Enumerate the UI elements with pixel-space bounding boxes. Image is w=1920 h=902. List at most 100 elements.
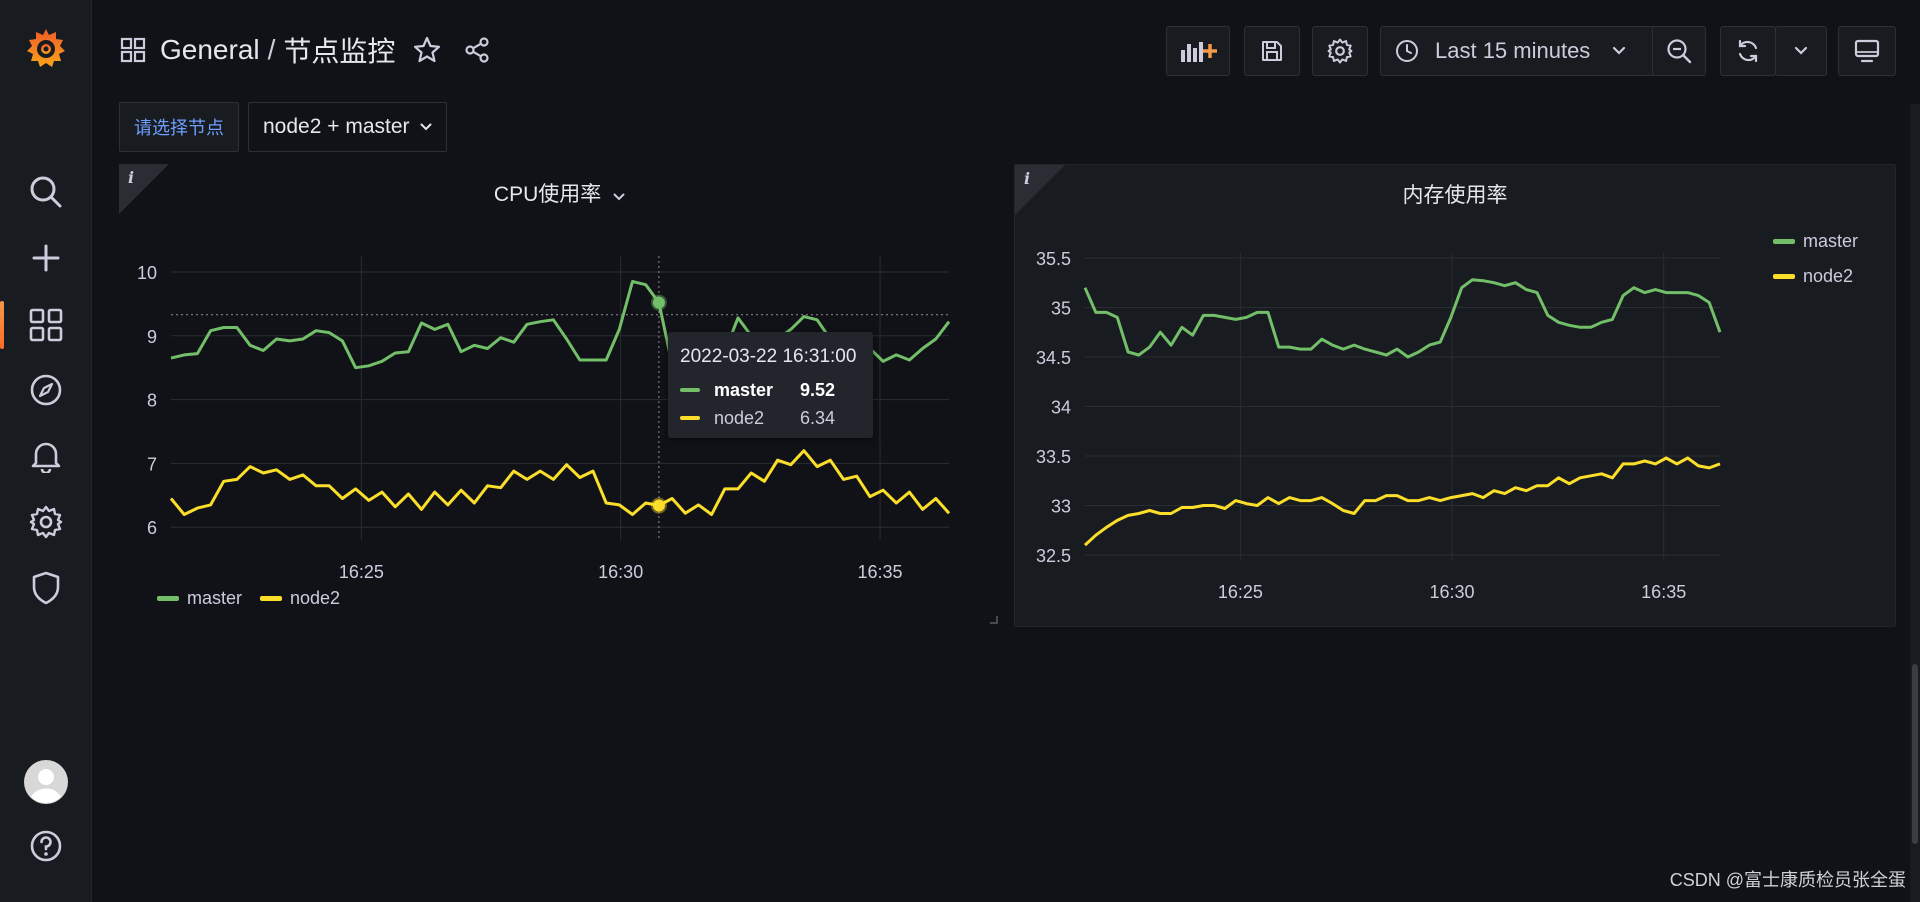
legend-label: master xyxy=(1803,231,1859,251)
panel-resize-handle[interactable] xyxy=(988,614,998,624)
sidebar xyxy=(0,0,92,902)
variable-label: 请选择节点 xyxy=(119,102,239,152)
tooltip-row: master 9.52 xyxy=(680,376,861,404)
grid-icon xyxy=(120,37,146,63)
add-panel-icon xyxy=(1181,42,1217,62)
grafana-logo-icon xyxy=(27,29,65,67)
sidebar-profile[interactable] xyxy=(0,754,92,810)
memory-legend: master node2 xyxy=(1773,231,1858,287)
sidebar-create[interactable] xyxy=(0,230,92,286)
x-tick-label: 16:30 xyxy=(1430,582,1475,602)
scrollbar-thumb[interactable] xyxy=(1912,664,1918,844)
tooltip-swatch xyxy=(680,388,700,392)
memory-panel-title[interactable]: 内存使用率 xyxy=(1015,179,1895,209)
legend-swatch xyxy=(260,596,283,601)
tooltip-series-name: node2 xyxy=(714,407,765,428)
memory-panel: i 内存使用率 32.5 33 33.5 34 34.5 35 35.5 16:25 16:30… xyxy=(1014,164,1896,627)
page-scrollbar[interactable] xyxy=(1910,104,1920,902)
cpu-legend: master node2 xyxy=(157,588,340,609)
legend-item-node2[interactable]: node2 xyxy=(1773,266,1858,287)
legend-item-master[interactable]: master xyxy=(1773,231,1858,252)
gear-icon xyxy=(29,505,63,539)
tooltip-swatch xyxy=(680,416,700,420)
explore-icon xyxy=(30,374,62,406)
x-tick-label: 16:25 xyxy=(339,562,384,582)
breadcrumb-separator: / xyxy=(267,34,276,65)
add-panel-button[interactable] xyxy=(1166,26,1230,76)
tooltip-time: 2022-03-22 16:31:00 xyxy=(680,346,857,367)
series-line-node2 xyxy=(169,449,951,516)
series-line-master xyxy=(1083,278,1722,359)
refresh-icon xyxy=(1738,39,1758,63)
grafana-logo[interactable] xyxy=(0,20,92,76)
zoom-out-button[interactable] xyxy=(1652,26,1706,76)
star-button[interactable] xyxy=(413,36,441,64)
settings-icon xyxy=(1327,38,1353,64)
sidebar-search[interactable] xyxy=(0,164,92,220)
y-tick-label: 32.5 xyxy=(1036,546,1071,566)
sidebar-explore[interactable] xyxy=(0,362,92,418)
legend-label: master xyxy=(187,588,243,608)
sidebar-server-admin[interactable] xyxy=(0,560,92,616)
memory-chart[interactable]: 32.5 33 33.5 34 34.5 35 35.5 16:25 16:30 16:35 xyxy=(1015,165,1897,628)
tv-mode-button[interactable] xyxy=(1838,26,1896,76)
tooltip-series-value: 6.34 xyxy=(800,407,836,428)
y-tick-label: 9 xyxy=(147,327,157,347)
sidebar-alerting[interactable] xyxy=(0,428,92,484)
legend-swatch xyxy=(1773,274,1795,279)
shield-icon xyxy=(32,571,60,605)
sidebar-configuration[interactable] xyxy=(0,494,92,550)
panel-info-corner[interactable]: i xyxy=(119,164,169,214)
chevron-down-icon xyxy=(613,193,625,201)
y-tick-label: 6 xyxy=(147,518,157,538)
legend-item-node2[interactable]: node2 xyxy=(260,588,340,609)
info-icon: i xyxy=(128,168,135,187)
legend-label: node2 xyxy=(290,588,341,608)
share-icon xyxy=(465,37,490,63)
y-tick-label: 35.5 xyxy=(1036,249,1071,269)
legend-label: node2 xyxy=(1803,266,1854,286)
save-dashboard-button[interactable] xyxy=(1244,26,1300,76)
node-variable-select[interactable]: node2 + master xyxy=(248,102,447,152)
legend-swatch xyxy=(1773,239,1795,244)
y-tick-label: 7 xyxy=(147,454,157,474)
refresh-interval-dropdown[interactable] xyxy=(1775,26,1827,76)
plus-icon xyxy=(32,244,60,272)
y-tick-label: 34.5 xyxy=(1036,348,1071,368)
y-tick-label: 34 xyxy=(1051,398,1071,418)
clock-icon xyxy=(1396,40,1418,62)
panel-info-corner[interactable]: i xyxy=(1015,165,1065,215)
dashboard-title[interactable]: 节点监控 xyxy=(283,36,396,67)
x-tick-label: 16:35 xyxy=(1641,582,1686,602)
chevron-down-icon xyxy=(1613,46,1626,55)
chart-tooltip: 2022-03-22 16:31:00 master 9.52 node2 6.… xyxy=(668,332,873,438)
y-tick-label: 33.5 xyxy=(1036,447,1071,467)
chevron-down-icon xyxy=(1794,46,1808,55)
breadcrumb-folder[interactable]: General xyxy=(160,34,260,65)
node-variable-value: node2 + master xyxy=(263,115,410,138)
legend-swatch xyxy=(157,596,179,601)
star-icon xyxy=(414,36,441,63)
x-tick-label: 16:30 xyxy=(598,562,643,582)
sidebar-help[interactable] xyxy=(0,818,92,874)
tv-mode-icon xyxy=(1854,39,1880,63)
dashboards-icon xyxy=(29,308,63,342)
help-icon xyxy=(30,830,62,862)
refresh-button[interactable] xyxy=(1720,26,1776,76)
search-icon xyxy=(30,176,62,208)
dashboard-settings-button[interactable] xyxy=(1312,26,1368,76)
bell-icon xyxy=(31,442,61,473)
y-tick-label: 35 xyxy=(1051,298,1071,318)
tooltip-series-name: master xyxy=(714,379,774,400)
sidebar-dashboards[interactable] xyxy=(0,297,92,353)
time-range-picker[interactable]: Last 15 minutes xyxy=(1380,26,1660,76)
y-tick-label: 10 xyxy=(137,263,157,283)
breadcrumb: General / 节点监控 xyxy=(120,30,491,70)
x-tick-label: 16:35 xyxy=(857,562,902,582)
save-icon xyxy=(1262,41,1282,61)
cpu-chart[interactable]: 6 7 8 9 10 16:25 16:30 16:35 xyxy=(119,164,1000,622)
legend-item-master[interactable]: master xyxy=(157,588,242,609)
watermark: CSDN @富士康质检员张全蛋 xyxy=(1669,870,1906,890)
share-button[interactable] xyxy=(463,36,491,64)
cpu-panel-title[interactable]: CPU使用率 xyxy=(119,178,1000,208)
